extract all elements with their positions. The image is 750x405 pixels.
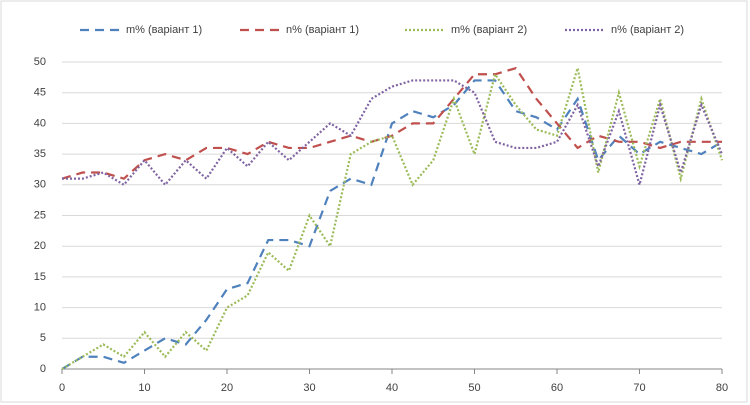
- legend-label: n% (варіант 1): [286, 24, 359, 36]
- y-tick-label: 45: [34, 87, 46, 99]
- x-tick-label: 80: [716, 382, 728, 394]
- y-tick-label: 0: [40, 363, 46, 375]
- x-tick-label: 0: [59, 382, 65, 394]
- legend-label: m% (варіант 2): [451, 24, 527, 36]
- y-tick-label: 25: [34, 209, 46, 221]
- x-tick-label: 20: [221, 382, 233, 394]
- y-tick-label: 40: [34, 117, 46, 129]
- x-tick-label: 40: [386, 382, 398, 394]
- y-tick-label: 20: [34, 240, 46, 252]
- y-tick-label: 35: [34, 148, 46, 160]
- x-tick-label: 50: [468, 382, 480, 394]
- series-line: [61, 79, 723, 370]
- y-tick-label: 5: [40, 332, 46, 344]
- y-tick-label: 30: [34, 179, 46, 191]
- legend-label: m% (варіант 1): [126, 24, 202, 36]
- y-tick-label: 50: [34, 56, 46, 68]
- legend-label: n% (варіант 2): [611, 24, 684, 36]
- x-tick-label: 10: [138, 382, 150, 394]
- series-line: [62, 79, 724, 190]
- y-tick-label: 15: [34, 271, 46, 283]
- x-tick-label: 30: [303, 382, 315, 394]
- y-tick-label: 10: [34, 302, 46, 314]
- series-line: [61, 66, 722, 180]
- series-line: [61, 67, 724, 370]
- x-tick-label: 60: [551, 382, 563, 394]
- x-tick-label: 70: [633, 382, 645, 394]
